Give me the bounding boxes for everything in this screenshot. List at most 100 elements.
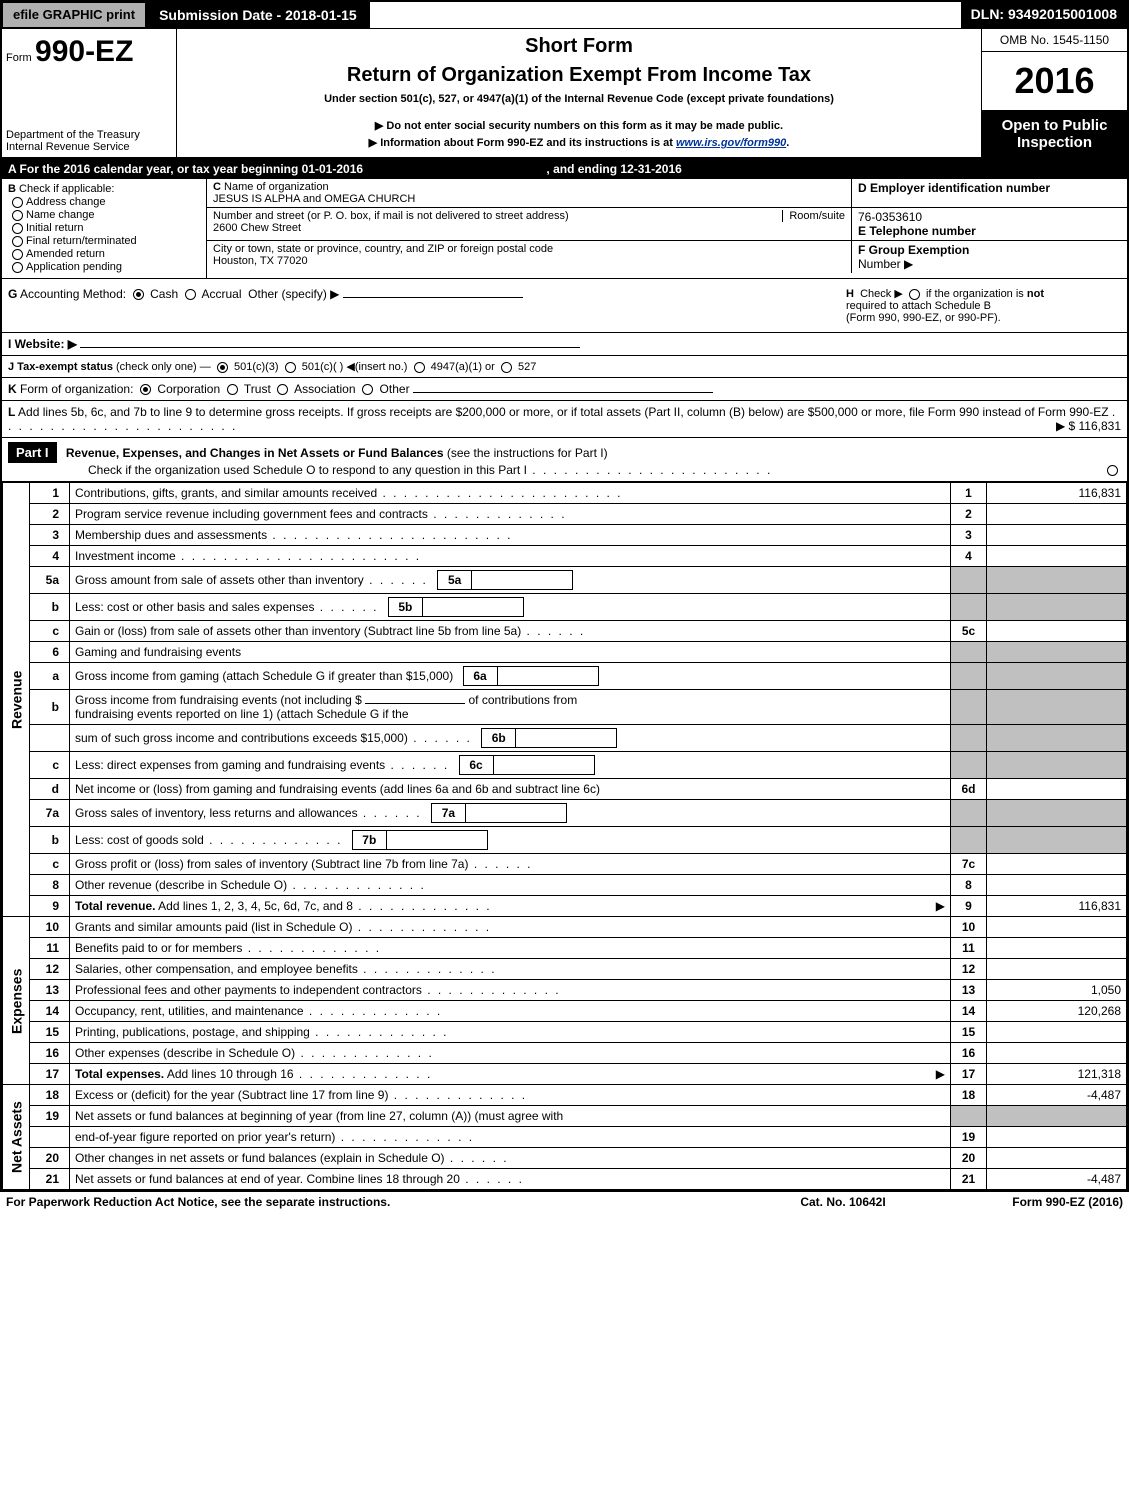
form-990ez-container: efile GRAPHIC print Submission Date - 20…: [0, 0, 1129, 1192]
b-opt-final-return[interactable]: Final return/terminated: [8, 235, 200, 247]
g-accrual-checkbox[interactable]: [185, 289, 196, 300]
l5b-grey: [951, 594, 987, 621]
row-a-tax-year: A For the 2016 calendar year, or tax yea…: [2, 159, 1127, 179]
l6a-grey-amt: [987, 663, 1127, 690]
l12-desc: Salaries, other compensation, and employ…: [75, 962, 358, 976]
l13-amount: 1,050: [987, 980, 1127, 1001]
l2-desc: Program service revenue including govern…: [75, 507, 428, 521]
l-value: ▶ $ 116,831: [1056, 419, 1121, 433]
bullet-no-ssn: ▶ Do not enter social security numbers o…: [189, 119, 969, 132]
efile-print-button[interactable]: efile GRAPHIC print: [2, 2, 146, 28]
k-text: Form of organization:: [20, 382, 133, 396]
l10-desc: Grants and similar amounts paid (list in…: [75, 920, 352, 934]
l3-amount: [987, 525, 1127, 546]
l2-amount: [987, 504, 1127, 525]
open-to-public: Open to Public Inspection: [982, 111, 1127, 157]
line-6: 6 Gaming and fundraising events: [3, 642, 1127, 663]
l18-amount: -4,487: [987, 1085, 1127, 1106]
l15-numcol: 15: [951, 1022, 987, 1043]
form-number: 990-EZ: [35, 35, 133, 68]
l5b-grey-amt: [987, 594, 1127, 621]
b-opt-amended-return[interactable]: Amended return: [8, 248, 200, 260]
part1-check-text: Check if the organization used Schedule …: [8, 463, 772, 477]
part1-schedule-o-checkbox[interactable]: [1107, 465, 1118, 476]
j-501c3-checkbox[interactable]: [217, 362, 228, 373]
g-cash-checkbox[interactable]: [133, 289, 144, 300]
line-16: 16 Other expenses (describe in Schedule …: [3, 1043, 1127, 1064]
line-14: 14 Occupancy, rent, utilities, and maint…: [3, 1001, 1127, 1022]
l12-amount: [987, 959, 1127, 980]
line-19a: 19 Net assets or fund balances at beginn…: [3, 1106, 1127, 1127]
line-3: 3 Membership dues and assessments 3: [3, 525, 1127, 546]
l6b-blank[interactable]: [365, 703, 465, 704]
form-prefix: Form: [6, 52, 32, 64]
netassets-side-label: Net Assets: [3, 1085, 30, 1190]
j-opt-501c: 501(c)( ) ◀(insert no.): [302, 361, 408, 373]
k-other-checkbox[interactable]: [362, 384, 373, 395]
l5c-no: c: [30, 621, 70, 642]
c-room-label: Room/suite: [782, 210, 845, 222]
b-opt-name-change[interactable]: Name change: [8, 209, 200, 221]
l6-desc: Gaming and fundraising events: [70, 642, 951, 663]
bullet-info-prefix: ▶ Information about Form 990-EZ and its …: [369, 137, 676, 149]
top-bar: efile GRAPHIC print Submission Date - 20…: [2, 2, 1127, 29]
i-website-blank[interactable]: [80, 347, 580, 348]
l6c-desc: Less: direct expenses from gaming and fu…: [75, 758, 385, 772]
d-label: D Employer identification number: [858, 181, 1050, 195]
b-opt-application-pending[interactable]: Application pending: [8, 261, 200, 273]
l9-desc-bold: Total revenue.: [75, 899, 155, 913]
l14-numcol: 14: [951, 1001, 987, 1022]
l21-amount: -4,487: [987, 1169, 1127, 1190]
irs-link[interactable]: www.irs.gov/form990: [676, 137, 786, 149]
k-association-checkbox[interactable]: [277, 384, 288, 395]
l6d-numcol: 6d: [951, 779, 987, 800]
b-opt-address-change[interactable]: Address change: [8, 196, 200, 208]
l5b-inner-box: 5b: [388, 597, 524, 617]
l6d-desc: Net income or (loss) from gaming and fun…: [70, 779, 951, 800]
k-corporation-checkbox[interactable]: [140, 384, 151, 395]
l6b2-grey-amt: [987, 725, 1127, 752]
omb-number: OMB No. 1545-1150: [982, 29, 1127, 52]
l6c-no: c: [30, 752, 70, 779]
g-opt-other: Other (specify) ▶: [248, 287, 339, 301]
line-2: 2 Program service revenue including gove…: [3, 504, 1127, 525]
l19b-no: [30, 1127, 70, 1148]
l15-desc: Printing, publications, postage, and shi…: [75, 1025, 310, 1039]
j-501c-checkbox[interactable]: [285, 362, 296, 373]
l19-no: 19: [30, 1106, 70, 1127]
l8-amount: [987, 875, 1127, 896]
h-text4: required to attach Schedule B: [846, 300, 991, 312]
j-label: J Tax-exempt status: [8, 361, 113, 373]
l10-amount: [987, 917, 1127, 938]
line-18: Net Assets 18 Excess or (deficit) for th…: [3, 1085, 1127, 1106]
g-label: G: [8, 287, 17, 301]
l4-desc: Investment income: [75, 549, 176, 563]
l19-grey: [951, 1106, 987, 1127]
l11-numcol: 11: [951, 938, 987, 959]
tax-year: 2016: [982, 52, 1127, 111]
l8-desc: Other revenue (describe in Schedule O): [75, 878, 287, 892]
line-1: Revenue 1 Contributions, gifts, grants, …: [3, 483, 1127, 504]
k-other-blank[interactable]: [413, 392, 713, 393]
g-other-blank[interactable]: [343, 297, 523, 298]
part1-label: Part I: [8, 442, 57, 463]
b-opt-initial-return[interactable]: Initial return: [8, 222, 200, 234]
h-checkbox[interactable]: [909, 289, 920, 300]
l6b-desc3: fundraising events reported on line 1) (…: [75, 707, 409, 721]
k-label: K: [8, 382, 17, 396]
l4-numcol: 4: [951, 546, 987, 567]
l6b-grey-amt: [987, 690, 1127, 725]
k-trust-checkbox[interactable]: [227, 384, 238, 395]
l4-no: 4: [30, 546, 70, 567]
l7c-no: c: [30, 854, 70, 875]
j-527-checkbox[interactable]: [501, 362, 512, 373]
f-label: F Group Exemption: [858, 243, 969, 257]
l9-desc2: Add lines 1, 2, 3, 4, 5c, 6d, 7c, and 8: [155, 899, 352, 913]
line-17: 17 Total expenses. Add lines 10 through …: [3, 1064, 1127, 1085]
f-label2: Number ▶: [858, 257, 913, 271]
l16-numcol: 16: [951, 1043, 987, 1064]
l19-desc: Net assets or fund balances at beginning…: [70, 1106, 951, 1127]
j-4947-checkbox[interactable]: [414, 362, 425, 373]
row-i-website: I Website: ▶: [2, 333, 1127, 356]
h-label: H: [846, 288, 854, 300]
